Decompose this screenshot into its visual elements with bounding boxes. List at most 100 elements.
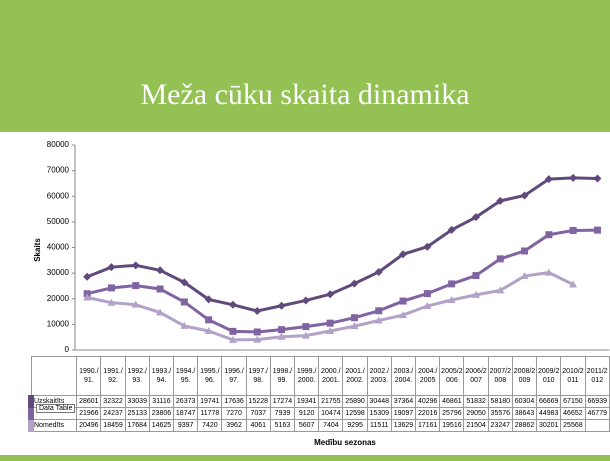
table-cell: 11778 <box>197 407 223 420</box>
marker <box>447 295 456 303</box>
table-cell: 17274 <box>269 395 296 408</box>
marker <box>253 328 261 336</box>
table-cell: 66939 <box>584 395 610 408</box>
y-tick-label: 70000 <box>47 166 70 175</box>
table-cell: 18747 <box>173 407 199 420</box>
marker <box>399 250 408 259</box>
marker <box>471 290 480 298</box>
table-cell: 21966 <box>76 407 102 420</box>
table-cell: 5607 <box>294 419 320 432</box>
marker <box>350 322 359 330</box>
table-cell: 4061 <box>245 419 271 432</box>
marker <box>374 267 383 276</box>
table-cell: 11511 <box>366 419 392 432</box>
table-cell: 7420 <box>197 419 223 432</box>
y-tick-label: 80000 <box>47 140 70 149</box>
table-cell: 5163 <box>269 419 296 432</box>
table-cell: 30201 <box>536 419 562 432</box>
marker <box>204 295 213 304</box>
marker <box>423 290 431 298</box>
table-cell: 51832 <box>463 395 489 408</box>
table-cell: 46779 <box>584 407 610 420</box>
marker <box>399 311 408 319</box>
table-cell: 2003./2004. <box>390 356 417 396</box>
y-tick-label: 0 <box>65 345 70 354</box>
marker <box>131 261 140 270</box>
table-cell: 23247 <box>487 419 513 432</box>
table-cell: 2001./2002. <box>342 356 368 396</box>
marker <box>228 335 237 343</box>
table-cell: 21755 <box>318 395 344 408</box>
series-line <box>86 176 598 313</box>
table-cell: 25796 <box>439 407 465 420</box>
marker <box>520 272 529 280</box>
table-cell: 37364 <box>390 395 417 408</box>
table-cell: 31116 <box>148 395 175 408</box>
marker <box>569 280 578 288</box>
table-cell: 7404 <box>318 419 344 432</box>
marker <box>277 301 286 310</box>
marker <box>204 326 213 334</box>
table-cell: 3962 <box>221 419 247 432</box>
y-tick-label: 40000 <box>47 243 70 252</box>
table-row: 1990./91. 1991./92. 1992./93. 1993./94. 1994… <box>30 356 610 396</box>
table-cell: 1990./91. <box>76 356 102 396</box>
table-cell: 15309 <box>366 407 392 420</box>
table-cell: 2004./2005 <box>415 356 441 396</box>
table-cell: 21504 <box>463 419 489 432</box>
table-cell: 2008/2009 <box>511 356 538 396</box>
table-cell: 18459 <box>100 419 126 432</box>
table-cell: 23806 <box>148 407 175 420</box>
table-cell: 58180 <box>487 395 513 408</box>
y-tick-label: 30000 <box>47 268 70 277</box>
marker <box>399 297 407 305</box>
table-cell: 66669 <box>536 395 562 408</box>
table-cell: 46861 <box>439 395 465 408</box>
footer <box>0 455 610 461</box>
y-tick-label: 60000 <box>47 191 70 200</box>
table-cell: 28601 <box>76 395 102 408</box>
table-cell: 12598 <box>342 407 368 420</box>
marker <box>472 272 480 280</box>
table-cell: Nomedīts <box>28 419 78 432</box>
marker <box>326 327 335 335</box>
table-cell: 46652 <box>560 407 586 420</box>
marker <box>374 316 383 324</box>
marker <box>180 298 188 306</box>
table-cell: 29050 <box>463 407 489 420</box>
marker <box>180 321 189 329</box>
table-cell: 26373 <box>173 395 199 408</box>
table-cell: 19097 <box>390 407 417 420</box>
table-cell: 10474 <box>318 407 344 420</box>
marker <box>448 280 456 288</box>
marker <box>496 196 505 205</box>
table-cell: 33039 <box>124 395 150 408</box>
marker <box>423 302 432 310</box>
marker <box>326 290 335 299</box>
table-cell: 2000./2001. <box>318 356 344 396</box>
table-cell <box>584 419 610 432</box>
y-axis-label: Skaits <box>33 238 42 262</box>
marker <box>496 255 504 263</box>
tooltip: Data Table <box>36 404 76 413</box>
marker <box>520 191 529 200</box>
table-cell: 7037 <box>245 407 271 420</box>
table-cell: 67150 <box>560 395 586 408</box>
table-cell: 14625 <box>148 419 175 432</box>
table-cell: 17161 <box>415 419 441 432</box>
table-cell: 38643 <box>511 407 538 420</box>
table-cell: 2010/2011 <box>560 356 586 396</box>
marker <box>83 272 92 281</box>
table-cell: 32322 <box>100 395 126 408</box>
table-cell: 2011/2012 <box>584 356 610 396</box>
marker <box>156 285 164 293</box>
marker <box>180 278 189 287</box>
table-cell: 19341 <box>294 395 320 408</box>
table-cell: 19741 <box>197 395 223 408</box>
table-cell: 1991./92. <box>100 356 126 396</box>
table-cell: 25568 <box>560 419 586 432</box>
marker <box>278 326 286 334</box>
marker <box>253 306 262 315</box>
y-tick-label: 20000 <box>47 294 70 303</box>
